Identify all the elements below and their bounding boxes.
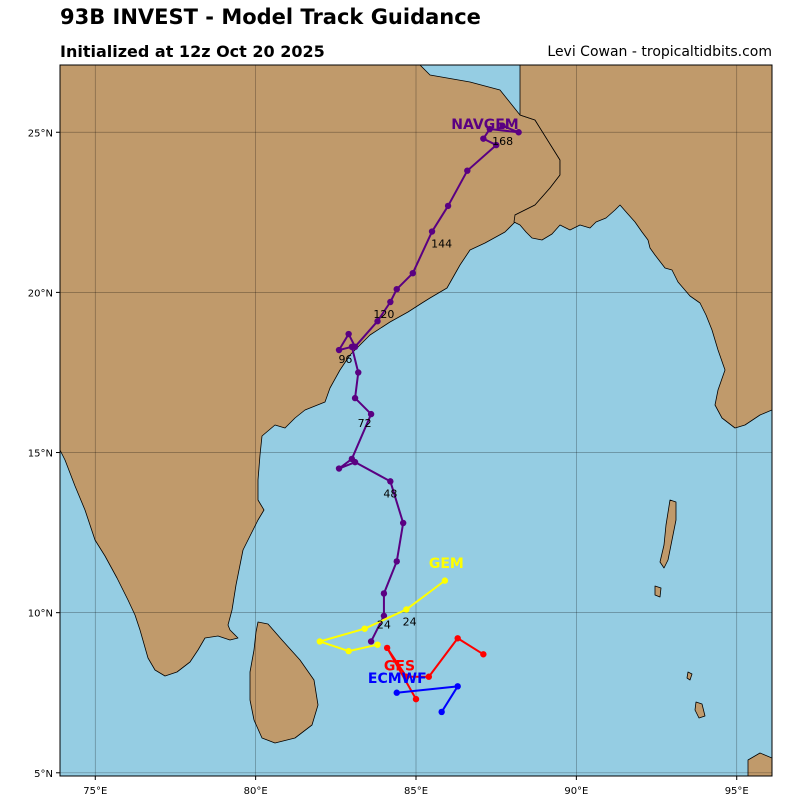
gfs-track-point bbox=[412, 695, 420, 703]
navgem-track-point bbox=[351, 343, 359, 351]
navgem-track-point bbox=[428, 228, 436, 235]
gem-track-point bbox=[374, 641, 381, 648]
gfs-track-point bbox=[383, 644, 391, 652]
landmass-sri-lanka bbox=[249, 621, 319, 744]
y-tick-label: 15°N bbox=[28, 449, 53, 460]
nicobar-island-3 bbox=[686, 671, 693, 681]
x-tick-label: 95°E bbox=[725, 786, 749, 797]
navgem-track-point bbox=[335, 465, 343, 472]
navgem-hour-label: 24 bbox=[377, 619, 391, 632]
x-tick-label: 80°E bbox=[244, 786, 268, 797]
gfs-track-point bbox=[403, 673, 410, 680]
gem-track-point bbox=[403, 606, 410, 613]
navgem-hour-label: 48 bbox=[383, 487, 397, 500]
ecmwf-track-point bbox=[454, 683, 461, 690]
credit-text: Levi Cowan - tropicaltidbits.com bbox=[547, 44, 772, 60]
gfs-track-point bbox=[454, 635, 461, 642]
y-tick-label: 5°N bbox=[34, 769, 53, 780]
navgem-track-point bbox=[399, 519, 407, 527]
navgem-track-point bbox=[345, 330, 352, 338]
navgem-track-point bbox=[393, 558, 400, 565]
gfs-track-point bbox=[480, 651, 487, 658]
navgem-track-point bbox=[380, 612, 388, 620]
land-layer bbox=[60, 65, 772, 776]
x-tick-label: 85°E bbox=[404, 786, 428, 797]
navgem-hour-label: 168 bbox=[492, 135, 513, 148]
navgem-track-point bbox=[387, 298, 394, 306]
grid-lines bbox=[60, 65, 772, 776]
nicobar-island-1 bbox=[654, 585, 662, 598]
navgem-track-point bbox=[393, 285, 400, 293]
navgem-track-point bbox=[348, 455, 356, 463]
navgem-model-label: NAVGEM bbox=[451, 117, 518, 133]
navgem-track-point bbox=[499, 122, 506, 130]
gem-track-point bbox=[316, 638, 323, 645]
y-tick-label: 20°N bbox=[28, 288, 53, 299]
navgem-hour-label: 144 bbox=[431, 238, 452, 251]
x-tick-label: 90°E bbox=[564, 786, 588, 797]
gem-track-point bbox=[345, 647, 352, 655]
axis-ticks: 75°E 80°E 85°E 90°E 95°E 5°N 10°N 15°N 20°N 25°N bbox=[28, 128, 749, 797]
landmass-myanmar bbox=[513, 65, 772, 429]
navgem-track-point bbox=[515, 129, 522, 136]
navgem-track-point bbox=[367, 410, 375, 418]
navgem-hour-label: 120 bbox=[373, 308, 394, 321]
andaman-islands bbox=[659, 499, 677, 569]
navgem-hour-label: 72 bbox=[358, 417, 372, 430]
navgem-track-point bbox=[464, 167, 471, 174]
y-tick-label: 25°N bbox=[28, 128, 53, 139]
gfs-model-label: GFS bbox=[384, 658, 415, 674]
ecmwf-model-label: ECMWF bbox=[368, 671, 427, 687]
y-tick-label: 10°N bbox=[28, 609, 53, 620]
navgem-track-point bbox=[480, 135, 487, 142]
landmass-bottom-right bbox=[747, 752, 772, 776]
navgem-hour-label: 96 bbox=[338, 353, 352, 366]
navgem-track-point bbox=[351, 394, 359, 402]
navgem-track-point bbox=[374, 318, 381, 325]
navgem-track-point bbox=[355, 369, 362, 376]
gem-track-point bbox=[441, 577, 449, 584]
model-tracks bbox=[316, 122, 522, 716]
chart-title: 93B INVEST - Model Track Guidance bbox=[60, 5, 481, 29]
x-tick-label: 75°E bbox=[83, 786, 107, 797]
init-time-subtitle: Initialized at 12z Oct 20 2025 bbox=[60, 42, 325, 61]
nicobar-island-2 bbox=[694, 701, 706, 719]
gem-track-point bbox=[361, 625, 368, 632]
navgem-track-point bbox=[492, 141, 500, 149]
navgem-track-point bbox=[486, 125, 493, 133]
navgem-track-point bbox=[387, 478, 394, 485]
navgem-track-point bbox=[335, 346, 343, 354]
navgem-track-point bbox=[444, 202, 452, 210]
navgem-track-point bbox=[367, 638, 375, 645]
ecmwf-track-point bbox=[393, 689, 400, 696]
gem-model-label: GEM bbox=[429, 556, 464, 572]
navgem-track-point bbox=[409, 269, 416, 277]
ecmwf-track-point bbox=[438, 708, 445, 716]
gfs-track-point bbox=[425, 673, 433, 680]
gem-hour-label: 24 bbox=[403, 615, 417, 628]
navgem-track-line bbox=[338, 124, 520, 642]
navgem-track-point bbox=[380, 590, 388, 597]
gem-track-line bbox=[318, 579, 446, 653]
gfs-track-line bbox=[386, 637, 484, 700]
